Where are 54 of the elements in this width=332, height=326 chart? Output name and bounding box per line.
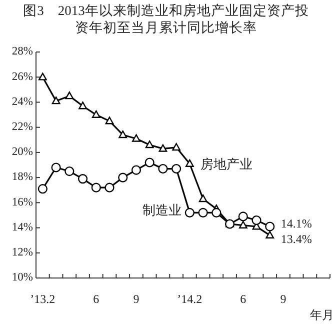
point <box>238 212 248 222</box>
xtick: 9 <box>133 292 140 306</box>
point <box>92 110 100 118</box>
xtick: ’14.2 <box>177 292 202 306</box>
point <box>198 208 208 218</box>
ytick: 10% <box>12 272 33 284</box>
point <box>172 164 182 174</box>
point <box>64 166 74 176</box>
data-label: 13.4% <box>280 232 312 246</box>
point <box>78 102 87 110</box>
data-label: 14.1% <box>280 216 312 230</box>
point <box>198 194 208 202</box>
point <box>104 182 114 192</box>
point <box>52 96 60 104</box>
point <box>158 164 168 174</box>
point <box>38 184 48 194</box>
point <box>51 162 61 172</box>
ytick: 12% <box>12 246 33 259</box>
point <box>118 172 128 182</box>
point <box>184 208 194 218</box>
point <box>78 174 88 184</box>
point <box>158 144 168 152</box>
point <box>131 165 142 175</box>
ytick: 22% <box>12 120 33 133</box>
point <box>212 208 222 218</box>
series-name: 制造业 <box>142 202 182 218</box>
point <box>65 92 74 100</box>
title: 图3 2013年以来制造业和房地产业固定资产投资年初至当月累计同比增长率 <box>22 2 310 36</box>
xtick: 6 <box>93 292 100 306</box>
point <box>118 130 128 138</box>
ytick: 28% <box>12 46 33 58</box>
ytick: 26% <box>12 70 33 83</box>
point <box>38 72 47 80</box>
point <box>132 134 140 142</box>
xlabel: 年月 <box>310 308 332 322</box>
point <box>252 215 262 226</box>
ytick: 20% <box>12 146 33 158</box>
point <box>238 220 248 228</box>
xtick: ’13.2 <box>30 292 56 306</box>
point <box>91 182 101 192</box>
point <box>105 116 114 124</box>
xtick: 6 <box>240 292 246 306</box>
point <box>265 222 275 232</box>
point <box>185 159 194 167</box>
ytick: 18% <box>12 171 33 184</box>
point <box>266 230 274 239</box>
point <box>144 158 154 168</box>
xtick: 9 <box>280 292 286 306</box>
series-name: 房地产业 <box>200 156 253 172</box>
ytick: 24% <box>12 96 33 108</box>
ytick: 16% <box>12 196 33 208</box>
point <box>145 140 154 148</box>
point <box>172 143 181 151</box>
ytick: 14% <box>12 221 33 234</box>
